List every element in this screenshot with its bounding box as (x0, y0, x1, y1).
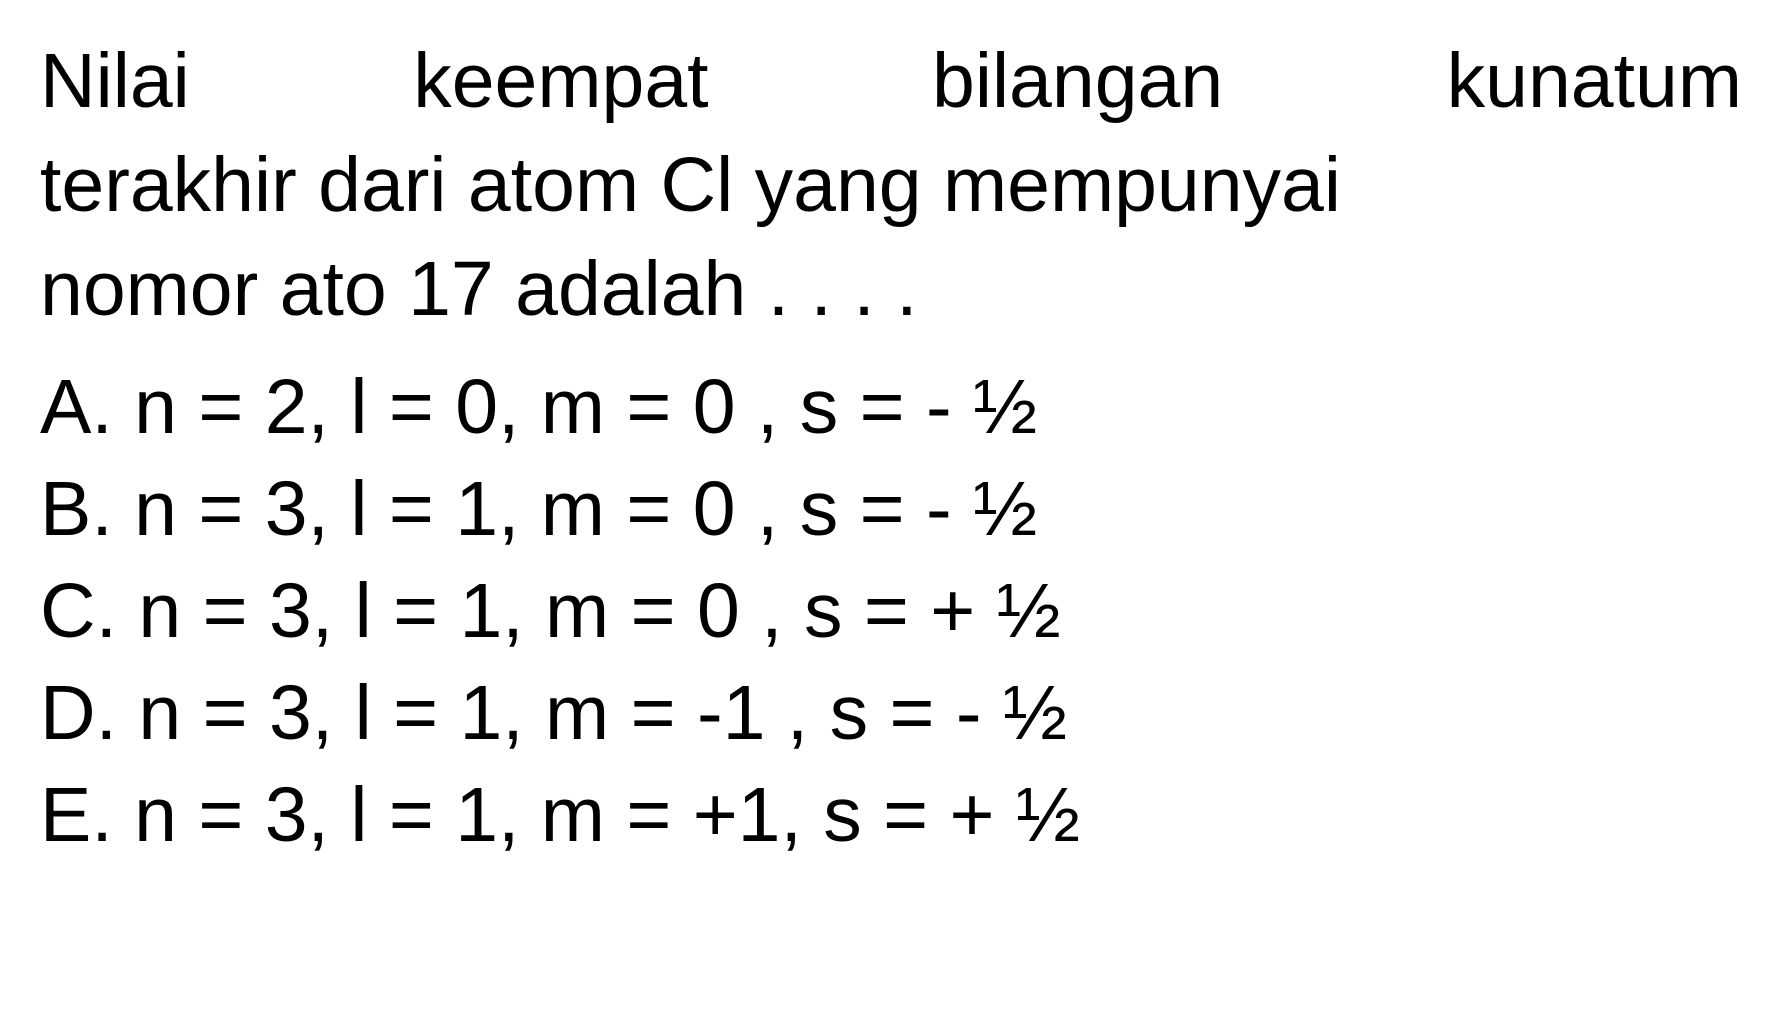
question-line-3: nomor ato 17 adalah . . . . (40, 238, 1742, 342)
option-c: C. n = 3, l = 1, m = 0 , s = + ½ (40, 561, 1742, 661)
option-d: D. n = 3, l = 1, m = -1 , s = - ½ (40, 663, 1742, 763)
option-b: B. n = 3, l = 1, m = 0 , s = - ½ (40, 459, 1742, 559)
question-line-1: Nilai keempat bilangan kunatum (40, 30, 1742, 134)
options-container: A. n = 2, l = 0, m = 0 , s = - ½ B. n = … (40, 357, 1742, 865)
question-word-3: bilangan (932, 30, 1223, 134)
option-a: A. n = 2, l = 0, m = 0 , s = - ½ (40, 357, 1742, 457)
question-word-2: keempat (413, 30, 708, 134)
question-container: Nilai keempat bilangan kunatum terakhir … (40, 30, 1742, 342)
option-e: E. n = 3, l = 1, m = +1, s = + ½ (40, 765, 1742, 865)
question-line-2: terakhir dari atom Cl yang mempunyai (40, 134, 1742, 238)
question-word-1: Nilai (40, 30, 190, 134)
question-word-4: kunatum (1447, 30, 1742, 134)
